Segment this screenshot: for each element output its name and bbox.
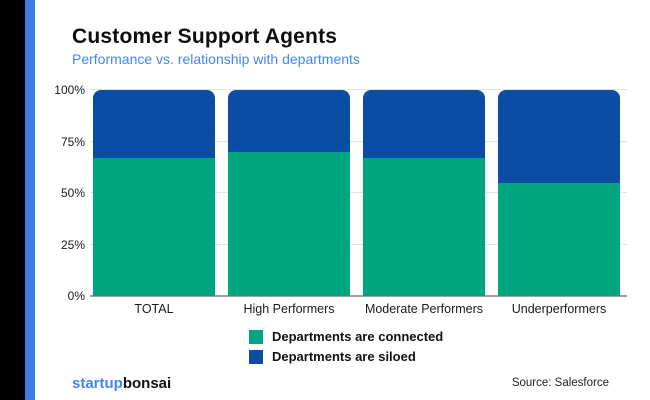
logo-part-startup: startup: [72, 375, 123, 392]
x-label-total: TOTAL: [134, 302, 174, 316]
bar-underperformers: [498, 90, 620, 296]
legend-label: Departments are siloed: [272, 349, 416, 364]
segment-departments-are-connected: [498, 182, 620, 296]
segment-departments-are-connected: [363, 157, 485, 296]
bar-group: [93, 90, 620, 296]
y-tick-label-25: 25%: [60, 237, 85, 252]
segment-departments-are-siloed: [363, 90, 485, 158]
startupbonsai-logo: startupbonsai: [72, 375, 171, 392]
legend-row: Departments are connected: [249, 329, 443, 344]
segment-departments-are-connected: [93, 157, 215, 296]
legend-swatch-icon: [249, 329, 263, 344]
x-label-moderate-performers: Moderate Performers: [364, 302, 484, 316]
y-tick-label-50: 50%: [60, 186, 85, 200]
source-attribution: Source: Salesforce: [511, 377, 609, 389]
legend-swatch-icon: [249, 349, 263, 364]
gridline-50: [90, 192, 627, 193]
left-black-band: [0, 0, 25, 400]
bar-total: [93, 90, 215, 296]
segment-departments-are-connected: [228, 151, 350, 296]
bar-high-performers: [228, 90, 350, 296]
segment-departments-are-siloed: [93, 90, 215, 158]
plot-area: [90, 89, 627, 297]
logo-part-bonsai: bonsai: [122, 375, 172, 392]
bar-moderate-performers: [363, 90, 485, 296]
y-tick-label-0: 0%: [67, 289, 85, 303]
chart-title: Customer Support Agents: [72, 25, 338, 48]
left-blue-stripe: [25, 0, 35, 400]
segment-departments-are-siloed: [228, 90, 350, 152]
gridline-100: [90, 89, 627, 90]
y-tick-label-75: 75%: [60, 134, 85, 149]
legend: Departments are connected Departments are…: [249, 329, 443, 364]
x-axis-labels: TOTAL High Performers Moderate Performers U…: [93, 302, 620, 316]
y-tick-label-100: 100%: [54, 83, 85, 97]
gridline-25: [90, 243, 627, 245]
legend-row: Departments are siloed: [249, 349, 443, 364]
legend-label: Departments are connected: [272, 329, 444, 344]
gridline-75: [90, 140, 627, 142]
segment-departments-are-siloed: [498, 90, 620, 183]
x-label-high-performers: High Performers: [243, 302, 335, 316]
chart-subtitle: Performance vs. relationship with depart…: [72, 51, 360, 67]
x-label-underperformers: Underperformers: [511, 302, 607, 316]
gridline-0: [90, 295, 627, 297]
